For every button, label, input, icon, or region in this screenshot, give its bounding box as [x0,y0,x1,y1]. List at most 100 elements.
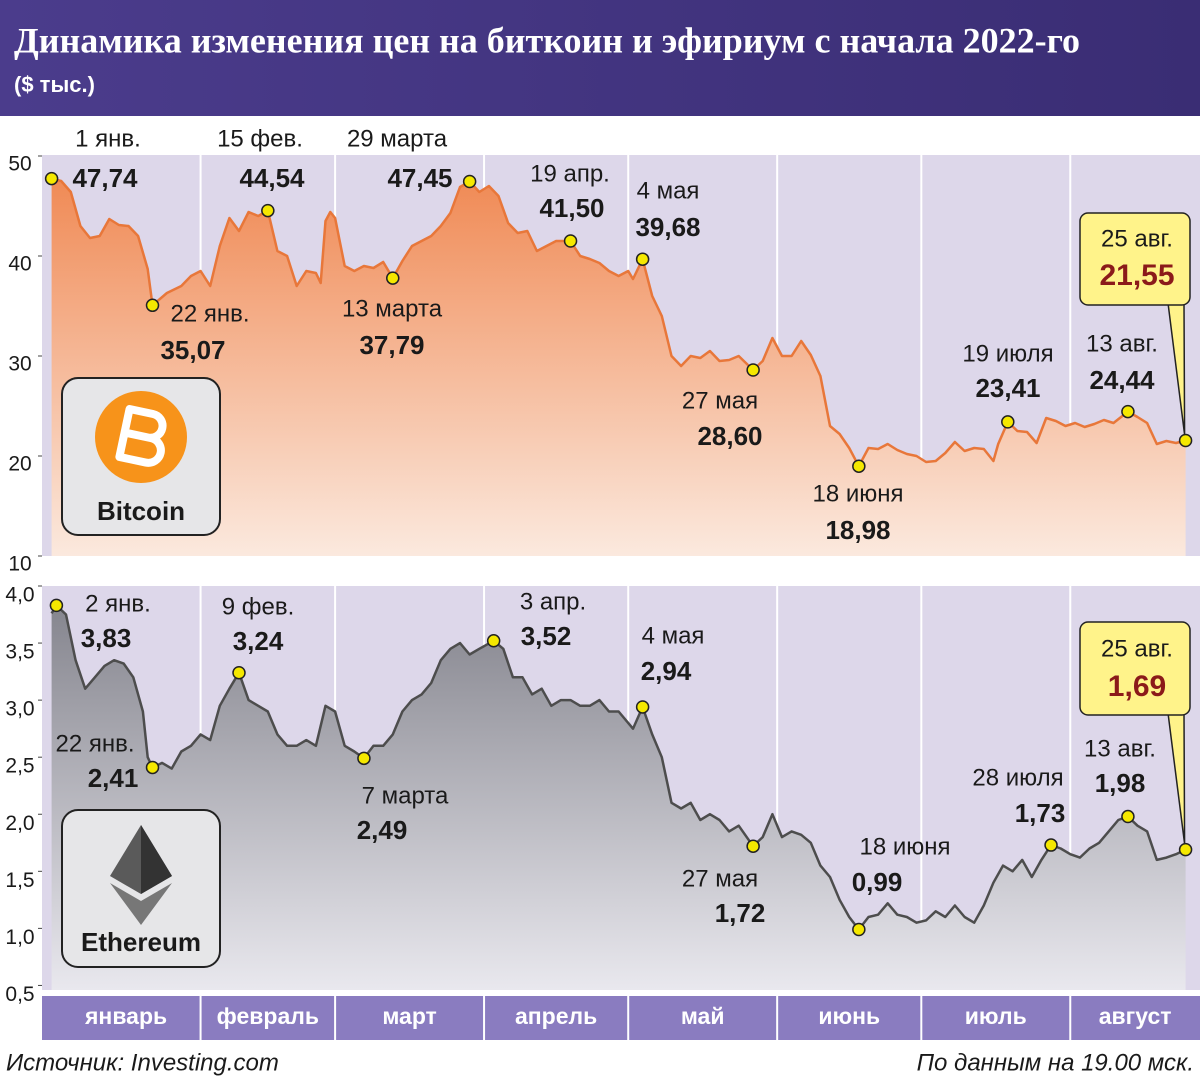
point-marker [1121,809,1135,824]
annotation-value: 35,07 [160,335,225,365]
annotation-date: 13 авг. [1084,735,1156,762]
annotation-date: 19 июля [962,340,1053,367]
annotation-value: 0,99 [852,867,903,897]
annotation-value: 3,83 [81,623,132,653]
annotation-date: 28 июля [972,764,1063,791]
point-marker [145,760,160,775]
point-marker [1178,842,1193,857]
header-band [0,0,1200,116]
annotation-value: 18,98 [825,515,890,545]
point-marker [1044,838,1058,852]
annotation-value: 1,69 [1108,670,1166,703]
point-marker [232,665,246,680]
annotation-date: 2 янв. [85,590,151,617]
annotation-date: 9 фев. [222,593,295,620]
point-marker [746,363,760,377]
y-tick-label: 20 [8,453,31,476]
area [51,605,1186,990]
annotation-date: 22 янв. [170,300,249,327]
point-marker [563,234,578,248]
annotation-date: 22 янв. [55,730,134,757]
annotation-date: 25 авг. [1101,225,1173,252]
callout-box [1079,621,1191,716]
y-tick-label: 1,5 [5,869,34,892]
y-tick-label: 2,0 [5,812,34,835]
y-tick-label: 1,0 [5,926,34,949]
month-label: январь [84,1003,167,1029]
callout-box [1079,212,1191,306]
annotation-value: 1,98 [1095,768,1146,798]
point-marker [1178,433,1193,448]
annotation-value: 1,73 [1015,798,1066,828]
annotation-value: 47,45 [387,163,452,193]
point-marker [261,203,275,218]
subtitle: ($ тыс.) [14,72,95,97]
month-label: август [1099,1003,1172,1029]
point-marker [1121,404,1135,419]
ethereum-icon-top-dark [141,825,172,894]
month-band [42,996,1200,1040]
annotation-date: 13 марта [342,295,443,322]
point-marker [635,252,650,266]
annotation-value: 24,44 [1089,365,1155,395]
y-tick-label: 3,0 [5,698,34,721]
charts: 10 20 30 40 50 1 янв. 47,74 22 янв. 35,07 15 фев.… [5,125,1200,1040]
point-marker [1001,415,1015,429]
annotation-date: 1 янв. [75,125,141,152]
logos: Bitcoin Ethereum [61,377,221,968]
y-tick-label: 30 [8,353,31,376]
month-label: февраль [217,1003,319,1029]
annotation-date: 4 мая [642,622,705,649]
annotation-date: 25 авг. [1101,635,1173,662]
point-marker [145,298,160,313]
annotation-date: 3 апр. [520,588,586,615]
y-tick-label: 50 [8,153,31,176]
annotation-value: 2,49 [357,815,408,845]
note: По данным на 19.00 мск. [917,1049,1194,1076]
ethereum-icon-bottom [110,883,172,925]
y-tick-label: 3,5 [5,641,34,664]
y-tick-label: 0,5 [5,983,34,1006]
annotation-value: 3,24 [233,626,284,656]
title: Динамика изменения цен на биткоин и эфир… [14,20,1080,60]
y-tick-label: 2,5 [5,755,34,778]
bitcoin-symbol [115,405,167,467]
month-label: апрель [515,1003,597,1029]
point-marker [49,598,64,613]
y-tick-label: 40 [8,253,31,276]
month-label: июль [965,1003,1027,1029]
annotation-date: 13 авг. [1086,330,1158,357]
annotation-date: 7 марта [362,782,449,809]
annotation-value: 2,94 [641,656,692,686]
line [51,177,1186,468]
line [50,604,1187,931]
annotation-value: 47,74 [72,163,138,193]
month-label: март [382,1003,437,1029]
annotation-value: 23,41 [975,373,1040,403]
point-marker [386,271,400,285]
annotation-date: 18 июня [859,833,950,860]
annotation-date: 27 мая [682,865,758,892]
point-marker [357,751,371,766]
month-label: май [681,1003,725,1029]
annotation-date: 4 мая [637,177,700,204]
annotation-value: 28,60 [697,421,762,451]
ethereum-label: Ethereum [81,927,201,957]
annotation-value: 44,54 [239,163,305,193]
annotation-date: 27 мая [682,387,758,414]
point-marker [852,459,866,473]
y-tick-label: 4,0 [5,584,34,607]
bitcoin-label: Bitcoin [97,496,185,526]
y-tick-label: 10 [8,553,31,576]
point-marker [635,700,650,714]
annotation-value: 21,55 [1099,259,1174,292]
source: Источник: Investing.com [6,1049,279,1076]
annotation-date: 18 июня [812,480,903,507]
annotation-value: 41,50 [539,193,604,223]
annotation-date: 15 фев. [217,125,303,152]
annotation-date: 29 марта [347,125,448,152]
annotation-value: 2,41 [88,763,139,793]
month-label: июнь [818,1003,880,1029]
annotation-value: 1,72 [715,898,766,928]
